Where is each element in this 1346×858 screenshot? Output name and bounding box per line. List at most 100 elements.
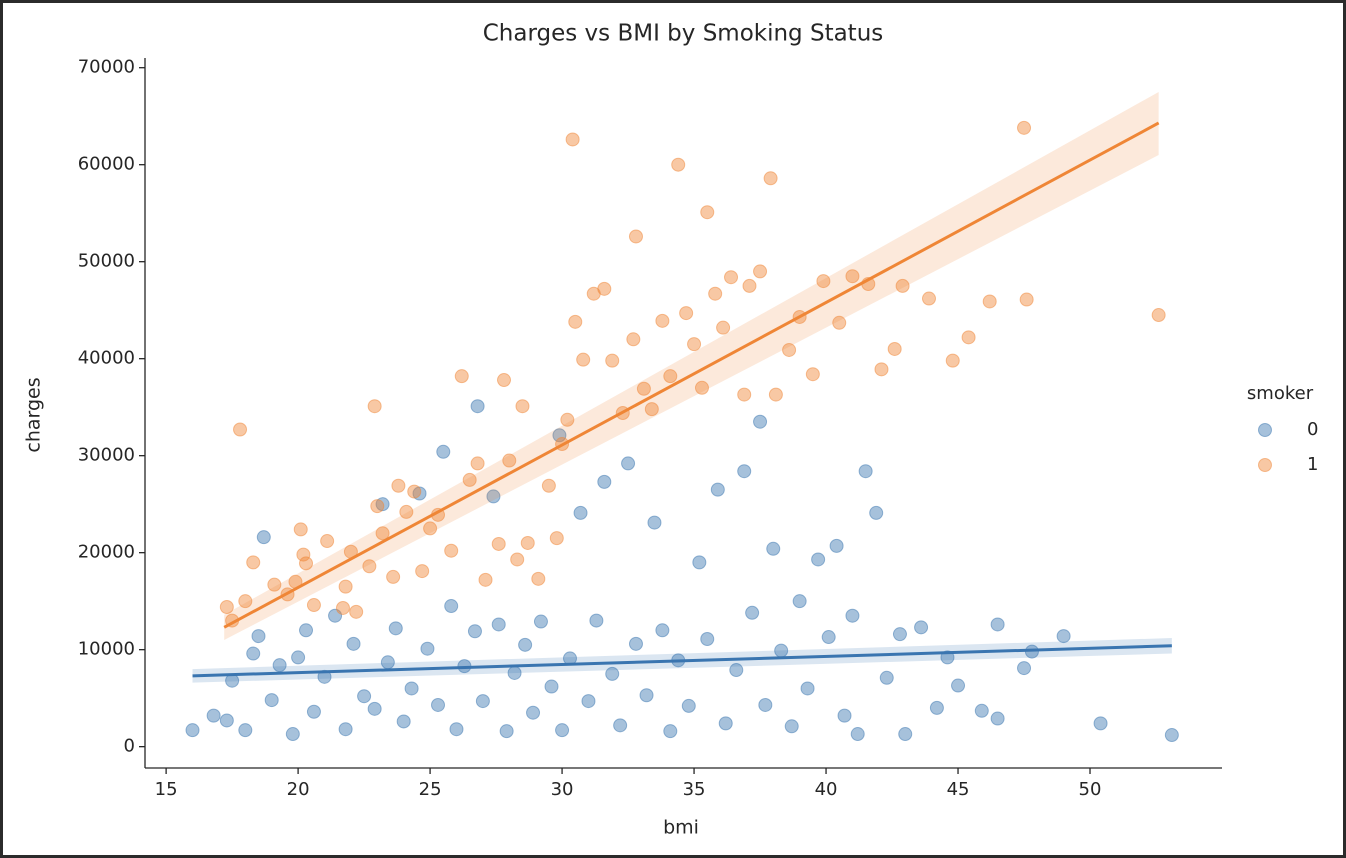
- scatter-point: [898, 727, 913, 742]
- scatter-point: [700, 205, 715, 220]
- scatter-point: [219, 713, 234, 728]
- scatter-point: [708, 286, 723, 301]
- scatter-point: [299, 556, 314, 571]
- y-tick-label: 0: [124, 736, 135, 757]
- scatter-point: [914, 620, 929, 635]
- x-tick-label: 50: [1079, 779, 1102, 800]
- scatter-point: [581, 694, 596, 709]
- scatter-point: [1056, 629, 1071, 644]
- scatter-point: [238, 723, 253, 738]
- scatter-point: [961, 330, 976, 345]
- scatter-point: [621, 456, 636, 471]
- scatter-point: [892, 627, 907, 642]
- series-group: [185, 399, 1179, 743]
- scatter-point: [663, 724, 678, 739]
- scatter-point: [636, 381, 651, 396]
- scatter-point: [694, 380, 709, 395]
- regression-line: [192, 644, 1172, 678]
- scatter-point: [597, 281, 612, 296]
- scatter-point: [626, 332, 641, 347]
- scatter-point: [644, 402, 659, 417]
- scatter-point: [560, 412, 575, 427]
- scatter-point: [821, 630, 836, 645]
- scatter-point: [1017, 661, 1032, 676]
- scatter-point: [436, 444, 451, 459]
- scatter-point: [515, 399, 530, 414]
- scatter-point: [486, 489, 501, 504]
- scatter-point: [724, 270, 739, 285]
- legend-label: 0: [1307, 419, 1318, 440]
- scatter-point: [454, 369, 469, 384]
- scatter-point: [544, 679, 559, 694]
- scatter-point: [219, 599, 234, 614]
- scatter-point: [687, 337, 702, 352]
- scatter-point: [737, 387, 752, 402]
- scatter-point: [753, 414, 768, 429]
- scatter-point: [386, 569, 401, 584]
- regression-line: [223, 121, 1160, 629]
- x-tick-label: 45: [947, 779, 970, 800]
- scatter-point: [945, 353, 960, 368]
- chart-title: Charges vs BMI by Smoking Status: [483, 21, 884, 47]
- scatter-point: [811, 552, 826, 567]
- scatter-point: [296, 547, 311, 562]
- scatter-point: [491, 617, 506, 632]
- chart: Charges vs BMI by Smoking Status bmi cha…: [3, 3, 1343, 855]
- scatter-point: [758, 697, 773, 712]
- y-tick-label: 40000: [78, 348, 135, 369]
- scatter-point: [497, 373, 511, 388]
- scatter-point: [431, 697, 446, 712]
- scatter-point: [869, 505, 884, 520]
- scatter-point: [837, 708, 852, 723]
- scatter-point: [362, 559, 377, 574]
- scatter-point: [335, 600, 350, 615]
- scatter-point: [628, 636, 643, 651]
- x-axis-label: bmi: [663, 817, 699, 839]
- y-axis-label: charges: [23, 377, 45, 452]
- scatter-point: [502, 453, 517, 468]
- scatter-point: [233, 422, 248, 437]
- scatter-point: [576, 352, 591, 367]
- y-tick-label: 70000: [78, 57, 135, 78]
- scatter-point: [784, 719, 799, 734]
- scatter-point: [850, 727, 865, 742]
- scatter-point: [951, 678, 966, 693]
- scatter-point: [404, 681, 419, 696]
- scatter-point: [478, 572, 493, 587]
- scatter-point: [568, 314, 583, 329]
- scatter-point: [1151, 308, 1166, 323]
- scatter-point: [929, 700, 944, 715]
- scatter-point: [1017, 120, 1032, 135]
- scatter-point: [462, 472, 477, 487]
- scatter-point: [367, 701, 382, 716]
- scatter-point: [763, 171, 778, 186]
- scatter-point: [367, 399, 382, 414]
- scatter-point: [565, 132, 580, 147]
- scatter-point: [718, 716, 733, 731]
- scatter-point: [251, 629, 266, 644]
- scatter-point: [391, 478, 406, 493]
- legend-marker: [1258, 423, 1272, 437]
- scatter-point: [338, 722, 353, 737]
- scatter-point: [671, 157, 686, 172]
- scatter-point: [639, 688, 654, 703]
- scatter-point: [768, 387, 783, 402]
- scatter-point: [737, 464, 752, 479]
- scatter-point: [792, 594, 807, 609]
- scatter-point: [655, 623, 670, 638]
- scatter-point: [990, 617, 1005, 632]
- scatter-point: [338, 579, 353, 594]
- scatter-point: [526, 705, 541, 720]
- scatter-point: [805, 367, 820, 382]
- scatter-point: [974, 703, 989, 718]
- scatter-point: [858, 464, 873, 479]
- scatter-point: [206, 708, 221, 723]
- scatter-point: [552, 428, 567, 443]
- scatter-point: [370, 499, 385, 514]
- scatter-point: [306, 704, 321, 719]
- scatter-point: [692, 555, 707, 570]
- legend-marker: [1258, 458, 1272, 472]
- scatter-point: [444, 543, 459, 558]
- scatter-point: [491, 536, 506, 551]
- y-tick-label: 10000: [78, 639, 135, 660]
